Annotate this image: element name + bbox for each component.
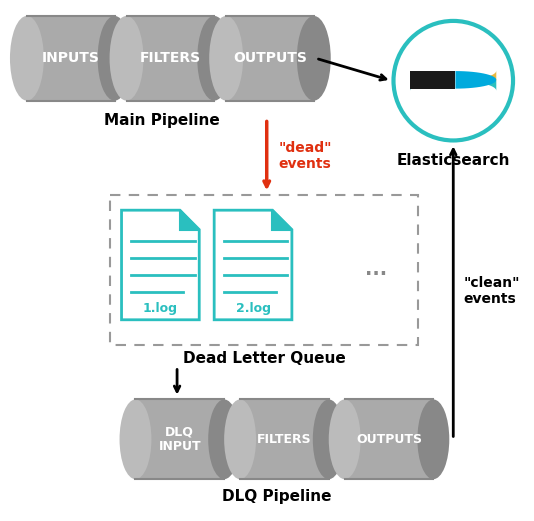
Ellipse shape	[109, 16, 144, 101]
Text: 1.log: 1.log	[143, 302, 178, 315]
Ellipse shape	[98, 16, 131, 101]
Circle shape	[394, 21, 513, 141]
Polygon shape	[136, 400, 224, 479]
Polygon shape	[344, 400, 434, 479]
Ellipse shape	[224, 400, 256, 479]
Polygon shape	[109, 195, 419, 345]
Text: INPUTS: INPUTS	[42, 51, 100, 65]
Text: FILTERS: FILTERS	[257, 433, 312, 446]
Text: FILTERS: FILTERS	[140, 51, 201, 65]
Text: OUTPUTS: OUTPUTS	[356, 433, 422, 446]
Ellipse shape	[209, 16, 243, 101]
Ellipse shape	[10, 16, 44, 101]
Ellipse shape	[313, 400, 344, 479]
Text: DLQ Pipeline: DLQ Pipeline	[222, 489, 331, 504]
Text: Elasticsearch: Elasticsearch	[397, 153, 510, 168]
Text: 2.log: 2.log	[235, 302, 271, 315]
Text: Dead Letter Queue: Dead Letter Queue	[183, 351, 345, 366]
Text: "dead"
events: "dead" events	[279, 141, 332, 171]
Ellipse shape	[120, 400, 152, 479]
Ellipse shape	[208, 400, 240, 479]
Polygon shape	[410, 71, 456, 89]
Text: "clean"
events: "clean" events	[463, 276, 520, 306]
Ellipse shape	[329, 400, 360, 479]
Polygon shape	[240, 400, 329, 479]
Text: Main Pipeline: Main Pipeline	[104, 113, 220, 128]
Polygon shape	[122, 210, 199, 320]
Polygon shape	[272, 210, 292, 230]
Polygon shape	[410, 71, 496, 81]
Polygon shape	[180, 210, 199, 230]
Polygon shape	[214, 210, 292, 320]
Text: OUTPUTS: OUTPUTS	[233, 51, 307, 65]
Polygon shape	[127, 16, 214, 101]
Polygon shape	[410, 81, 496, 91]
Polygon shape	[226, 16, 314, 101]
Polygon shape	[27, 16, 115, 101]
Ellipse shape	[297, 16, 331, 101]
Text: ...: ...	[365, 260, 388, 279]
Polygon shape	[456, 71, 496, 89]
Ellipse shape	[418, 400, 449, 479]
Text: DLQ
INPUT: DLQ INPUT	[159, 425, 201, 453]
Ellipse shape	[197, 16, 231, 101]
